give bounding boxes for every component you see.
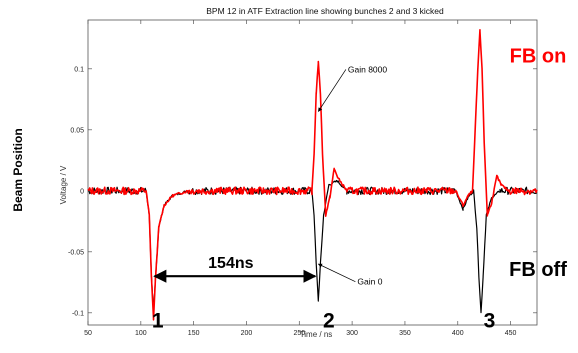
y-tick-label: 0.05	[70, 127, 84, 134]
beam-position-label: Beam Position	[11, 128, 25, 211]
y-tick-label: -0.1	[72, 310, 84, 317]
x-tick-label: 400	[452, 330, 464, 337]
bunch-label: 2	[323, 309, 335, 332]
x-tick-label: 300	[346, 330, 358, 337]
chart-title: BPM 12 in ATF Extraction line showing bu…	[206, 6, 444, 16]
series-fb-on-line	[87, 28, 538, 321]
x-tick-label: 100	[135, 330, 147, 337]
annotations-group: Gain 8000 Gain 0 154ns 1 2 3 FB on FB off	[152, 46, 567, 333]
y-tick-label: -0.05	[68, 249, 84, 256]
annotation-label: Gain 0	[357, 277, 382, 287]
measurement-label: 154ns	[208, 255, 253, 272]
series-group	[87, 28, 538, 321]
x-tick-label: 50	[84, 330, 92, 337]
plot-frame	[87, 19, 538, 326]
x-tick-label: 150	[188, 330, 200, 337]
x-tick-label: 450	[505, 330, 517, 337]
y-tick-label: 0	[80, 188, 84, 195]
x-tick-label: 250	[293, 330, 305, 337]
y-tick-label: 0.1	[74, 66, 84, 73]
bunch-label: 3	[484, 309, 496, 332]
annotation-label: Gain 8000	[348, 64, 387, 74]
x-tick-label: 350	[399, 330, 411, 337]
x-axis-label: Time / ns	[300, 330, 333, 339]
note-fb-off: FB off	[509, 259, 567, 281]
annotation-arrow	[317, 263, 356, 283]
annotation-arrow	[318, 69, 347, 112]
axis-ticks: 50 100 150 200 250 300 350 400 450 -0.1 -0.05 0 0.05…	[68, 20, 537, 337]
x-tick-label: 200	[241, 330, 253, 337]
bunch-label: 1	[152, 309, 164, 332]
y-axis-label: Voltage / V	[59, 165, 68, 204]
note-fb-on: FB on	[510, 46, 567, 68]
